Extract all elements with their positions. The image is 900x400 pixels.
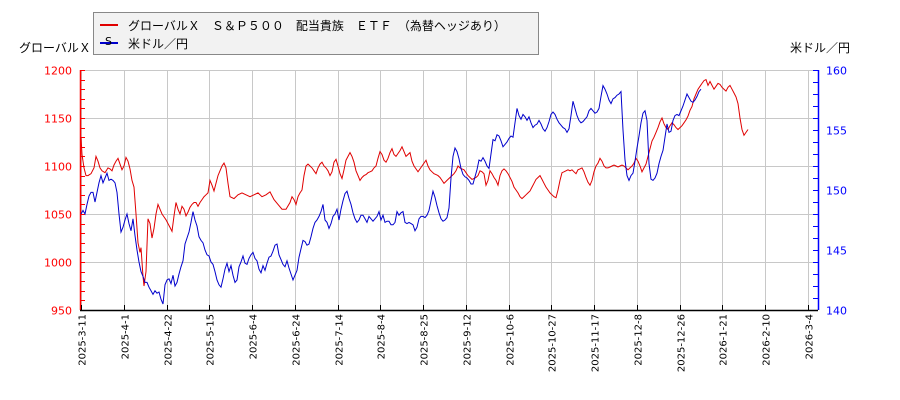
right-tick-label: 140 [826,305,847,318]
x-tick-label: 2025-4-1 [121,314,132,359]
x-tick-label: 2025-6-24 [292,314,303,366]
left-tick-label: 1150 [44,113,72,126]
left-tick-label: 1200 [44,65,72,78]
legend-label-usdjpy: 米ドル／円 [128,36,189,51]
grid-lines [80,70,818,311]
x-tick-label: 2025-10-6 [506,314,517,366]
x-tick-label: 2025-11-17 [591,314,602,372]
right-tick-label: 160 [826,65,847,78]
legend-blue-line-icon: S [100,35,118,48]
x-tick-label: 2026-1-21 [719,314,730,366]
x-tick-label: 2025-10-27 [548,314,559,372]
right-tick-label: 155 [826,125,847,138]
left-tick-label: 1100 [44,161,72,174]
left-tick-label: 950 [51,305,72,318]
x-tick-label: 2025-6-4 [249,314,260,359]
x-tick-label: 2025-7-14 [335,314,346,366]
right-tick-label: 150 [826,185,847,198]
x-tick-label: 2025-9-12 [463,314,474,366]
legend-item-usdjpy: S 米ドル／円 [100,35,188,51]
x-tick-label: 2025-8-4 [377,314,388,359]
legend-label-etf: グローバルＸ Ｓ＆Ｐ５００ 配当貴族 ＥＴＦ （為替ヘッジあり） [128,18,506,33]
x-tick-label: 2025-12-26 [677,314,688,372]
legend-red-line-icon [100,24,118,26]
x-tick-label: 2025-3-11 [78,314,89,366]
right-y-axis: 140 145 150 155 160 [813,65,847,318]
right-tick-label: 145 [826,245,847,258]
x-tick-label: 2025-8-25 [420,314,431,366]
legend-item-etf: グローバルＸ Ｓ＆Ｐ５００ 配当貴族 ＥＴＦ （為替ヘッジあり） [100,17,506,33]
x-tick-label: 2026-3-4 [805,314,816,359]
chart-legend: グローバルＸ Ｓ＆Ｐ５００ 配当貴族 ＥＴＦ （為替ヘッジあり） S 米ドル／円 [93,12,539,55]
x-tick-label: 2025-5-15 [206,314,217,366]
series-etf-line [80,78,749,287]
x-axis: 2025-3-11 2025-4-1 2025-4-22 2025-5-15 2025-… [78,305,818,372]
x-tick-label: 2025-12-8 [634,314,645,366]
left-y-axis: 950 1000 1050 1100 1150 1200 [44,65,85,318]
left-axis-title: グローバルＸ [19,41,91,55]
x-tick-label: 2026-2-10 [762,314,773,366]
x-tick-label: 2025-4-22 [164,314,175,366]
right-axis-title: 米ドル／円 [790,41,851,55]
left-tick-label: 1050 [44,209,72,222]
series-usdjpy-line [80,84,702,305]
left-tick-label: 1000 [44,257,72,270]
